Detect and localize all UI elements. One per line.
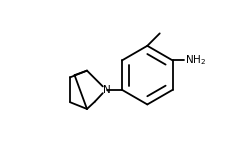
Text: NH$_2$: NH$_2$ [185, 54, 206, 67]
Text: N: N [103, 85, 111, 95]
